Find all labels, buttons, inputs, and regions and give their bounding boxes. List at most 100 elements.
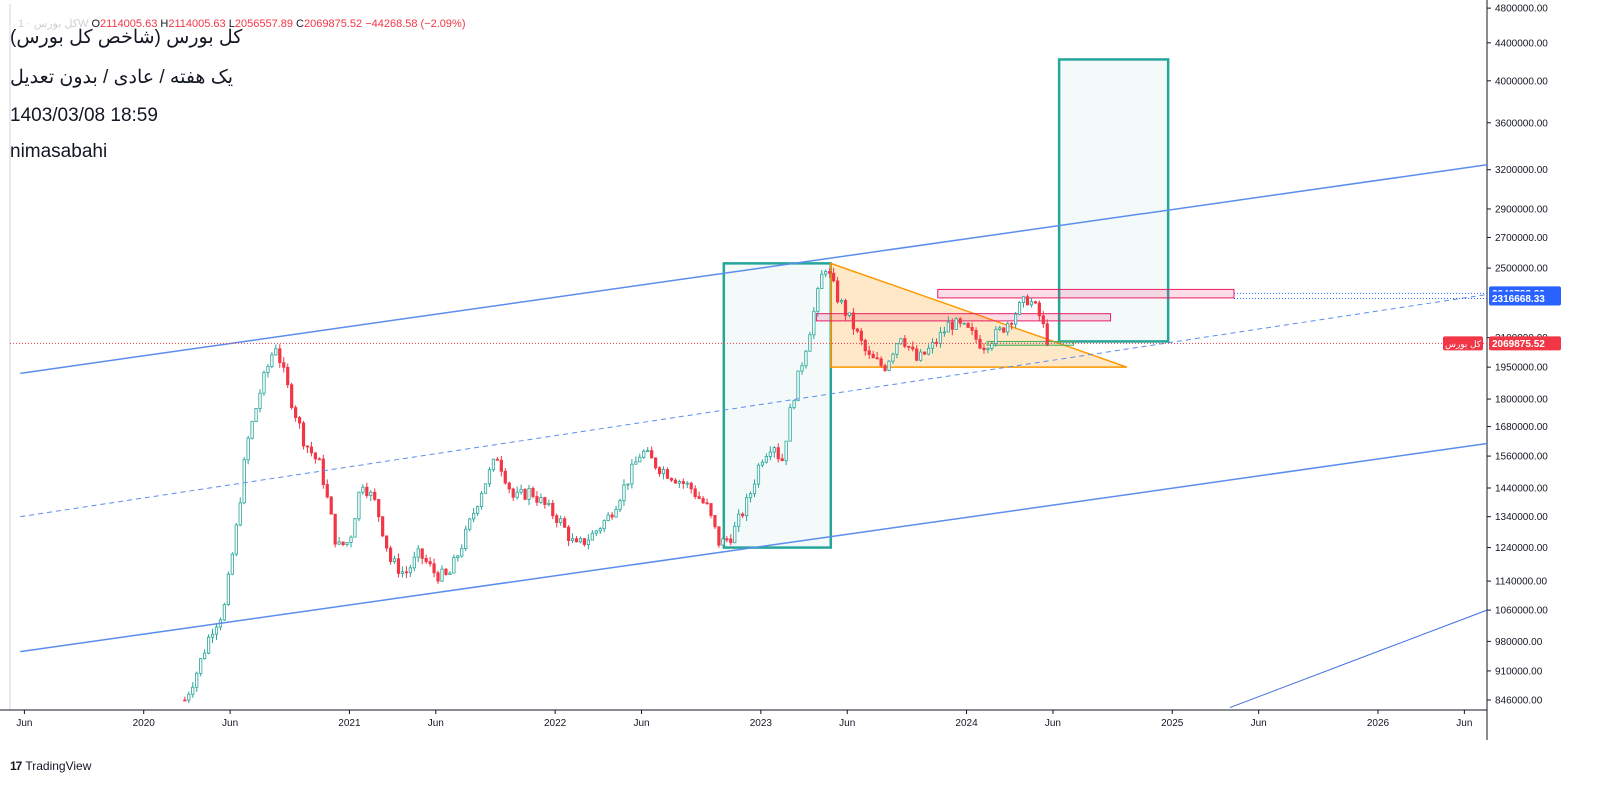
candle-up: [784, 440, 788, 462]
candle-down: [982, 347, 986, 351]
candle-up: [990, 343, 994, 349]
y-tick-label: 1140000.00: [1495, 577, 1548, 588]
timeframe-line: یک هفته / عادی / بدون تعدیل: [10, 67, 234, 88]
candle-down: [717, 526, 721, 546]
candle-up: [946, 321, 950, 333]
x-tick-label: 2025: [1161, 718, 1184, 729]
candle-up: [1029, 301, 1034, 306]
tradingview-brand[interactable]: 17 TradingView: [10, 759, 91, 773]
candle-down: [705, 502, 709, 505]
candle-down: [741, 513, 745, 517]
candle-down: [404, 571, 408, 574]
price-badge-label: 2069875.52: [1492, 339, 1545, 350]
candle-up: [590, 532, 594, 541]
candle-up: [962, 322, 966, 325]
candle-up: [1021, 296, 1026, 303]
symbol-tag-label: کل بورس: [1445, 339, 1482, 350]
candle-down: [835, 280, 840, 303]
candle-down: [828, 271, 832, 274]
candle-up: [262, 372, 266, 394]
candle-down: [1010, 322, 1014, 325]
candle-down: [365, 486, 369, 496]
candle-up: [737, 513, 741, 527]
candle-up: [349, 536, 353, 544]
candle-up: [412, 556, 416, 569]
candle-up: [661, 469, 666, 475]
candle-down: [377, 499, 381, 518]
candle-down: [551, 502, 555, 517]
channel-upper-line: [20, 164, 1488, 375]
candle-down: [396, 558, 401, 574]
x-tick-label: 2022: [544, 718, 567, 729]
candle-up: [539, 497, 543, 503]
candle-up: [998, 327, 1002, 330]
resistance-zone-lower: [815, 313, 1112, 322]
candle-down: [499, 459, 503, 472]
candle-up: [899, 338, 903, 345]
candle-down: [301, 422, 306, 447]
price-badge: [1489, 336, 1561, 351]
candle-down: [388, 547, 393, 562]
high-key: H: [160, 18, 169, 30]
candle-down: [978, 338, 982, 349]
candle-down: [657, 467, 662, 475]
candle-up: [602, 520, 606, 530]
y-tick-label: 1560000.00: [1495, 452, 1548, 463]
candle-up: [570, 538, 575, 541]
candle-down: [317, 458, 321, 461]
candle-up: [479, 492, 484, 508]
candle-down: [859, 330, 863, 341]
datetime-line: 1403/03/08 18:59: [10, 105, 158, 126]
candle-up: [824, 271, 828, 275]
candle-down: [432, 563, 436, 574]
candle-up: [812, 310, 816, 336]
candle-up: [460, 548, 464, 557]
y-tick-label: 3200000.00: [1495, 165, 1548, 176]
y-tick-label: 1240000.00: [1495, 543, 1548, 554]
candle-down: [341, 541, 345, 545]
candle-up: [369, 491, 373, 496]
candle-up: [614, 509, 618, 518]
rally-box: [722, 262, 833, 549]
candle-down: [907, 345, 911, 348]
x-tick-label: 2026: [1367, 718, 1390, 729]
price-badge-label: 2316668.33: [1492, 294, 1545, 305]
close-key: C: [296, 18, 304, 30]
candle-up: [222, 604, 227, 621]
candle-down: [879, 358, 883, 367]
candle-up: [416, 548, 420, 558]
candle-down: [566, 526, 571, 541]
candle-up: [618, 500, 622, 510]
candle-down: [321, 458, 325, 485]
symbol-tag: [1443, 336, 1483, 351]
y-tick-label: 980000.00: [1495, 637, 1543, 648]
x-tick-label: 2020: [133, 718, 156, 729]
candle-down: [1041, 315, 1045, 325]
y-tick-label: 846000.00: [1495, 695, 1543, 706]
candle-up: [230, 553, 234, 575]
candle-down: [531, 487, 535, 497]
candle-up: [258, 392, 262, 409]
candle-up: [752, 483, 757, 495]
candle-up: [238, 502, 242, 526]
y-tick-label: 1950000.00: [1495, 363, 1548, 374]
candle-down: [725, 538, 729, 541]
candle-up: [895, 343, 899, 355]
candle-up: [994, 328, 998, 344]
ohlc-legend: کل بورس · 1W O2114005.63 H2114005.63 L20…: [18, 17, 466, 30]
candle-up: [337, 541, 341, 545]
candle-up: [206, 636, 211, 654]
candle-down: [436, 572, 440, 582]
candle-down: [290, 384, 294, 408]
candle-down: [780, 458, 784, 462]
candle-down: [381, 516, 385, 537]
candle-up: [1006, 322, 1010, 333]
x-tick-label: Jun: [1456, 718, 1472, 729]
x-tick-label: Jun: [428, 718, 444, 729]
tradingview-wordmark: TradingView: [25, 759, 92, 773]
candle-up: [270, 354, 274, 367]
candle-down: [329, 496, 333, 515]
candle-up: [266, 366, 270, 373]
